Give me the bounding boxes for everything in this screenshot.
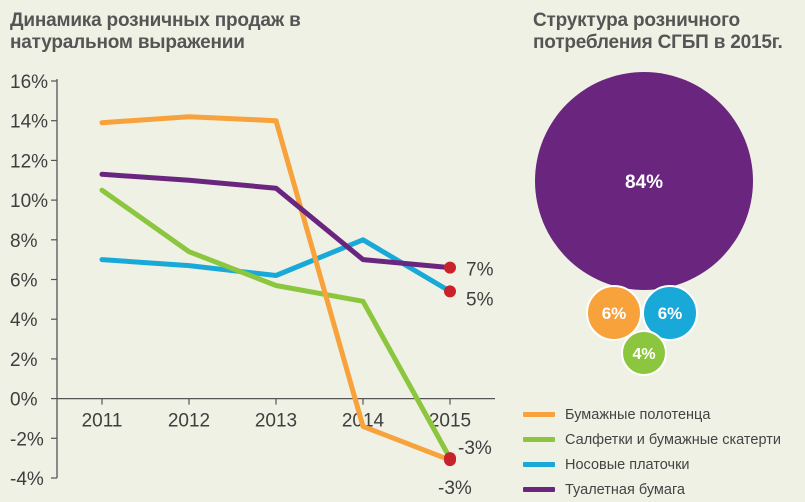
endpoint-label: -3% bbox=[458, 438, 492, 459]
y-tick-label: -2% bbox=[10, 429, 44, 450]
series-line-handkerchiefs bbox=[99, 237, 453, 294]
endpoint-marker bbox=[444, 261, 456, 274]
legend-swatch-towels bbox=[523, 412, 555, 417]
legend-swatch-napkins bbox=[523, 437, 555, 442]
bubble-label: 6% bbox=[602, 304, 627, 323]
bubble-toilet bbox=[535, 72, 753, 290]
x-tick-label: 2012 bbox=[168, 411, 210, 432]
legend-swatch-handkerchiefs bbox=[523, 462, 555, 467]
endpoint-label: -3% bbox=[438, 478, 472, 499]
legend-swatch-toilet bbox=[523, 487, 555, 492]
legend-label-napkins: Салфетки и бумажные скатерти bbox=[565, 431, 781, 448]
endpoint-marker bbox=[444, 285, 456, 298]
legend-item-handkerchiefs: Носовые платочки bbox=[523, 452, 803, 477]
x-tick-label: 2013 bbox=[255, 411, 297, 432]
y-tick-label: 0% bbox=[10, 390, 38, 411]
line-chart-title: Динамика розничных продаж в натуральном … bbox=[10, 10, 301, 53]
bubble-chart: 84% 6% 6% 4% bbox=[535, 72, 753, 376]
series-line-towels bbox=[99, 114, 453, 463]
y-tick-label: 8% bbox=[10, 231, 38, 252]
y-tick-label: 16% bbox=[10, 72, 48, 93]
x-tick-label: 2011 bbox=[82, 411, 123, 432]
legend-label-handkerchiefs: Носовые платочки bbox=[565, 456, 690, 473]
bubble-label: 6% bbox=[658, 304, 683, 323]
y-tick-label: -4% bbox=[10, 469, 44, 490]
legend-label-toilet: Туалетная бумага bbox=[565, 481, 685, 498]
bubble-label: 4% bbox=[632, 346, 655, 363]
series-line-toilet bbox=[99, 171, 453, 271]
legend: Бумажные полотенца Салфетки и бумажные с… bbox=[523, 402, 803, 502]
y-tick-label: 2% bbox=[10, 350, 38, 371]
endpoint-label: 7% bbox=[466, 260, 494, 281]
legend-label-towels: Бумажные полотенца bbox=[565, 406, 711, 423]
bubble-napkins bbox=[621, 330, 667, 376]
bubble-handkerchiefs bbox=[642, 285, 698, 341]
legend-item-napkins: Салфетки и бумажные скатерти bbox=[523, 427, 803, 452]
series-line-napkins bbox=[99, 187, 453, 461]
endpoint-marker bbox=[444, 454, 456, 467]
bubble-label: 84% bbox=[625, 172, 663, 193]
line-chart: -4% -2% 0% 2% 4% 6% 8% 10% 12% 14% 16% 2011 2012 2013… bbox=[10, 72, 495, 499]
x-tick-label: 2015 bbox=[429, 411, 471, 432]
endpoint-label: 5% bbox=[466, 289, 494, 310]
legend-item-towels: Бумажные полотенца bbox=[523, 402, 803, 427]
y-tick-label: 10% bbox=[10, 191, 48, 212]
y-tick-label: 4% bbox=[10, 310, 38, 331]
bubble-towels bbox=[586, 285, 642, 341]
y-tick-label: 14% bbox=[10, 112, 48, 133]
legend-item-toilet: Туалетная бумага bbox=[523, 477, 803, 502]
bubble-chart-title: Структура розничного потребления СГБП в … bbox=[533, 10, 783, 53]
y-tick-label: 6% bbox=[10, 271, 38, 292]
y-tick-label: 12% bbox=[10, 151, 48, 172]
